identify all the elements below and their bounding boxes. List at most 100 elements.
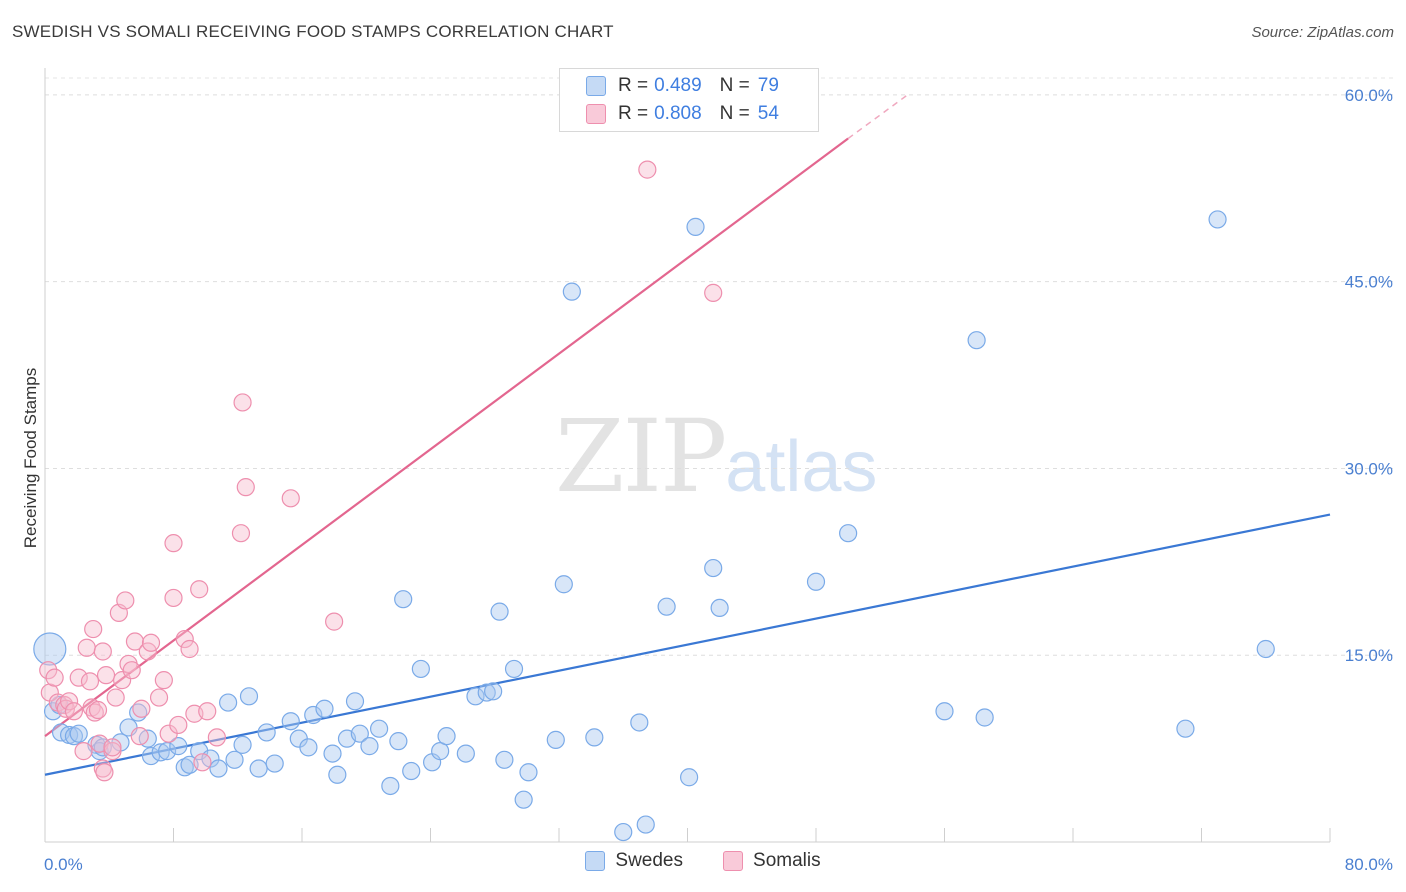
- swede-point-29: [265, 754, 284, 773]
- swede-point-73: [935, 702, 954, 721]
- swede-point-52: [477, 683, 496, 702]
- somali-point-53: [103, 738, 122, 757]
- somali-point-28: [125, 632, 145, 651]
- swede-point-39: [350, 724, 369, 743]
- swede-point-63: [614, 822, 633, 842]
- swede-point-41: [370, 719, 389, 738]
- swede-point-26: [239, 687, 259, 706]
- swede-point-42: [381, 776, 400, 796]
- somali-point-34: [154, 671, 173, 690]
- somali-point-48: [236, 478, 255, 497]
- legend-row-swedes: R = 0.489 N = 79: [560, 72, 779, 100]
- swede-point-61: [562, 282, 581, 301]
- axes: [44, 68, 1331, 843]
- legend-n-label: N =: [719, 103, 750, 124]
- legend-r-value-somalis: 0.808: [654, 103, 702, 124]
- swede-point-78: [1256, 639, 1275, 659]
- swede-point-0: [33, 632, 67, 666]
- somali-point-32: [141, 633, 161, 652]
- somali-point-25: [116, 591, 135, 610]
- legend-n-value-somalis: 54: [757, 103, 779, 124]
- legend-label-somalis: Somalis: [753, 850, 821, 871]
- swede-point-66: [657, 597, 676, 616]
- somalis-points: [39, 160, 723, 782]
- swede-point-51: [466, 687, 485, 706]
- swede-point-45: [402, 761, 421, 781]
- swede-point-44: [394, 590, 413, 609]
- somali-point-49: [281, 489, 300, 508]
- swede-point-53: [484, 682, 503, 701]
- swede-point-65: [636, 815, 655, 834]
- somali-point-38: [169, 715, 188, 735]
- chart-title: SWEDISH VS SOMALI RECEIVING FOOD STAMPS …: [12, 22, 614, 41]
- somali-point-33: [149, 688, 169, 707]
- legend-label-swedes: Swedes: [615, 850, 684, 871]
- somali-point-2: [45, 668, 64, 687]
- y-tick-label-2: 45.0%: [1345, 273, 1393, 292]
- swede-point-22: [209, 759, 228, 778]
- swede-point-43: [389, 732, 408, 751]
- swede-point-30: [281, 712, 300, 731]
- swede-point-59: [546, 730, 565, 749]
- swede-point-27: [249, 759, 268, 778]
- somali-point-44: [198, 702, 217, 721]
- somali-point-22: [106, 688, 125, 707]
- somalis-trend-line: [44, 137, 849, 738]
- somali-point-10: [77, 638, 96, 657]
- legend-row-somalis: R = 0.808 N = 54: [560, 100, 779, 128]
- somali-point-43: [193, 753, 212, 772]
- swede-point-62: [585, 728, 604, 747]
- somali-point-7: [64, 702, 84, 721]
- somali-point-36: [164, 534, 183, 553]
- swede-point-24: [225, 750, 244, 769]
- trend-lines: [44, 94, 1331, 776]
- watermark: ZIPatlas: [555, 398, 877, 515]
- swedes-trend-line: [44, 513, 1331, 776]
- somali-point-37: [164, 588, 183, 608]
- somali-point-13: [84, 619, 103, 639]
- swede-point-75: [975, 708, 994, 727]
- swede-point-74: [967, 331, 986, 350]
- somali-point-50: [325, 612, 344, 631]
- swede-point-23: [219, 693, 238, 712]
- legend-r-label: R =: [618, 103, 649, 124]
- somali-point-9: [74, 742, 93, 761]
- somalis-trend-extension: [847, 94, 908, 140]
- somali-point-52: [704, 283, 723, 302]
- swede-point-28: [257, 723, 276, 742]
- swede-point-56: [504, 659, 524, 679]
- somali-point-40: [180, 639, 199, 659]
- swede-point-55: [495, 750, 514, 769]
- swede-point-6: [69, 724, 88, 743]
- somali-point-30: [132, 699, 151, 718]
- swede-point-35: [323, 744, 342, 763]
- somali-point-8: [69, 668, 88, 687]
- somali-point-45: [207, 728, 226, 747]
- chart-source: Source: ZipAtlas.com: [1251, 24, 1394, 41]
- swede-point-36: [328, 765, 347, 784]
- swede-point-25: [233, 735, 252, 754]
- legend-item-swedes[interactable]: Swedes: [585, 850, 683, 872]
- y-tick-label-3: 60.0%: [1345, 86, 1393, 105]
- swede-point-72: [839, 524, 858, 543]
- somali-point-29: [130, 727, 149, 746]
- somali-point-51: [638, 160, 657, 179]
- legend-item-somalis[interactable]: Somalis: [723, 850, 821, 872]
- somali-point-17: [93, 642, 112, 661]
- swede-point-58: [514, 790, 533, 809]
- y-tick-label-0: 15.0%: [1345, 646, 1393, 665]
- somali-point-18: [96, 666, 116, 685]
- swede-point-46: [411, 659, 430, 679]
- somali-point-20: [95, 763, 114, 782]
- watermark-atlas: atlas: [725, 427, 878, 507]
- swedes-swatch: [586, 76, 606, 96]
- swede-point-50: [456, 744, 475, 763]
- swede-point-69: [704, 558, 723, 578]
- somali-point-24: [112, 671, 132, 690]
- legend-r-value-swedes: 0.489: [654, 75, 702, 96]
- somali-point-47: [233, 393, 252, 412]
- legend-n-label: N =: [719, 75, 750, 96]
- somali-point-6: [59, 692, 79, 711]
- swede-point-67: [686, 217, 705, 236]
